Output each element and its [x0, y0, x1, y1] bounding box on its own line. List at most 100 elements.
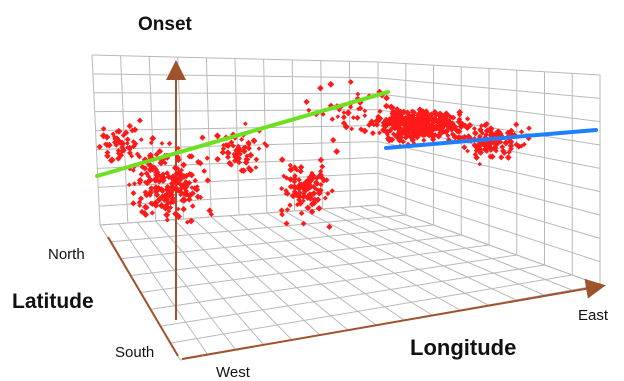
data-point — [242, 159, 250, 166]
data-point — [301, 181, 309, 189]
data-point — [521, 141, 527, 147]
data-point — [124, 140, 130, 146]
data-point — [347, 79, 354, 85]
data-point — [148, 185, 155, 192]
data-point — [239, 136, 245, 142]
data-point — [204, 177, 211, 184]
data-point — [303, 98, 310, 106]
data-point — [312, 185, 318, 191]
data-point — [478, 128, 484, 134]
data-point — [235, 147, 243, 155]
data-point — [180, 172, 188, 181]
data-point — [316, 189, 323, 197]
data-point — [141, 165, 149, 172]
data-point — [179, 197, 185, 203]
data-point — [130, 200, 137, 207]
data-point — [461, 144, 468, 151]
data-point — [396, 121, 403, 128]
north-tick-label: North — [48, 246, 85, 263]
data-point — [297, 168, 304, 175]
data-point — [383, 94, 390, 102]
data-point — [159, 193, 165, 200]
data-point — [149, 134, 157, 142]
data-point — [499, 144, 506, 150]
data-point — [119, 149, 125, 155]
data-point — [507, 142, 515, 149]
data-point — [481, 146, 489, 153]
data-point — [287, 202, 293, 208]
data-point — [391, 124, 397, 130]
data-point — [232, 157, 238, 164]
data-point — [189, 203, 196, 209]
data-point — [134, 151, 141, 157]
data-point — [170, 195, 176, 202]
data-point — [330, 136, 337, 144]
data-point — [173, 178, 178, 183]
data-point — [145, 173, 152, 179]
data-point — [181, 181, 187, 187]
data-point — [283, 188, 289, 194]
data-point — [319, 163, 326, 170]
data-point — [477, 161, 483, 167]
data-point — [298, 210, 305, 217]
data-point — [103, 141, 111, 149]
data-point — [308, 208, 316, 215]
data-point — [164, 217, 170, 223]
data-point — [197, 160, 204, 167]
data-point — [428, 125, 433, 131]
data-point — [306, 107, 312, 113]
data-point — [296, 189, 303, 196]
data-point — [526, 125, 532, 131]
data-point — [333, 148, 341, 155]
data-point — [112, 136, 118, 142]
data-point — [327, 80, 335, 88]
data-point — [423, 108, 430, 115]
data-point — [256, 146, 262, 151]
data-point — [161, 197, 167, 203]
data-point — [296, 194, 302, 200]
data-point — [369, 130, 376, 137]
data-point — [410, 112, 416, 119]
data-point — [350, 115, 356, 121]
data-point — [162, 205, 169, 212]
data-point — [322, 195, 328, 201]
data-point — [394, 106, 400, 112]
data-point — [402, 134, 410, 141]
data-point — [129, 127, 136, 134]
data-point — [214, 156, 221, 163]
data-point — [326, 223, 333, 231]
data-point — [340, 114, 347, 121]
data-point — [129, 153, 135, 159]
data-point — [180, 161, 188, 169]
data-point — [153, 151, 160, 158]
data-point — [493, 142, 499, 149]
data-point — [180, 206, 187, 213]
onset-axis-label: Onset — [138, 14, 193, 35]
data-point — [139, 208, 145, 215]
data-point — [219, 149, 226, 156]
data-point — [518, 129, 525, 135]
data-point — [124, 136, 131, 143]
data-point — [420, 121, 427, 128]
data-point — [231, 151, 237, 157]
data-point — [362, 113, 368, 119]
data-point — [300, 220, 307, 227]
data-point — [385, 136, 393, 144]
data-point — [349, 126, 355, 132]
scatter-points — [96, 79, 532, 231]
data-point — [489, 153, 496, 160]
data-point — [464, 116, 471, 122]
data-point — [417, 130, 423, 136]
data-point — [186, 171, 193, 178]
data-point — [296, 197, 302, 203]
data-point — [436, 125, 444, 133]
data-point — [158, 202, 166, 210]
data-point — [294, 202, 300, 208]
data-point — [245, 165, 253, 172]
data-point — [355, 91, 361, 97]
data-point — [461, 122, 469, 129]
data-point — [410, 121, 417, 128]
data-point — [394, 117, 400, 124]
data-point — [383, 129, 390, 136]
data-point — [126, 182, 132, 188]
